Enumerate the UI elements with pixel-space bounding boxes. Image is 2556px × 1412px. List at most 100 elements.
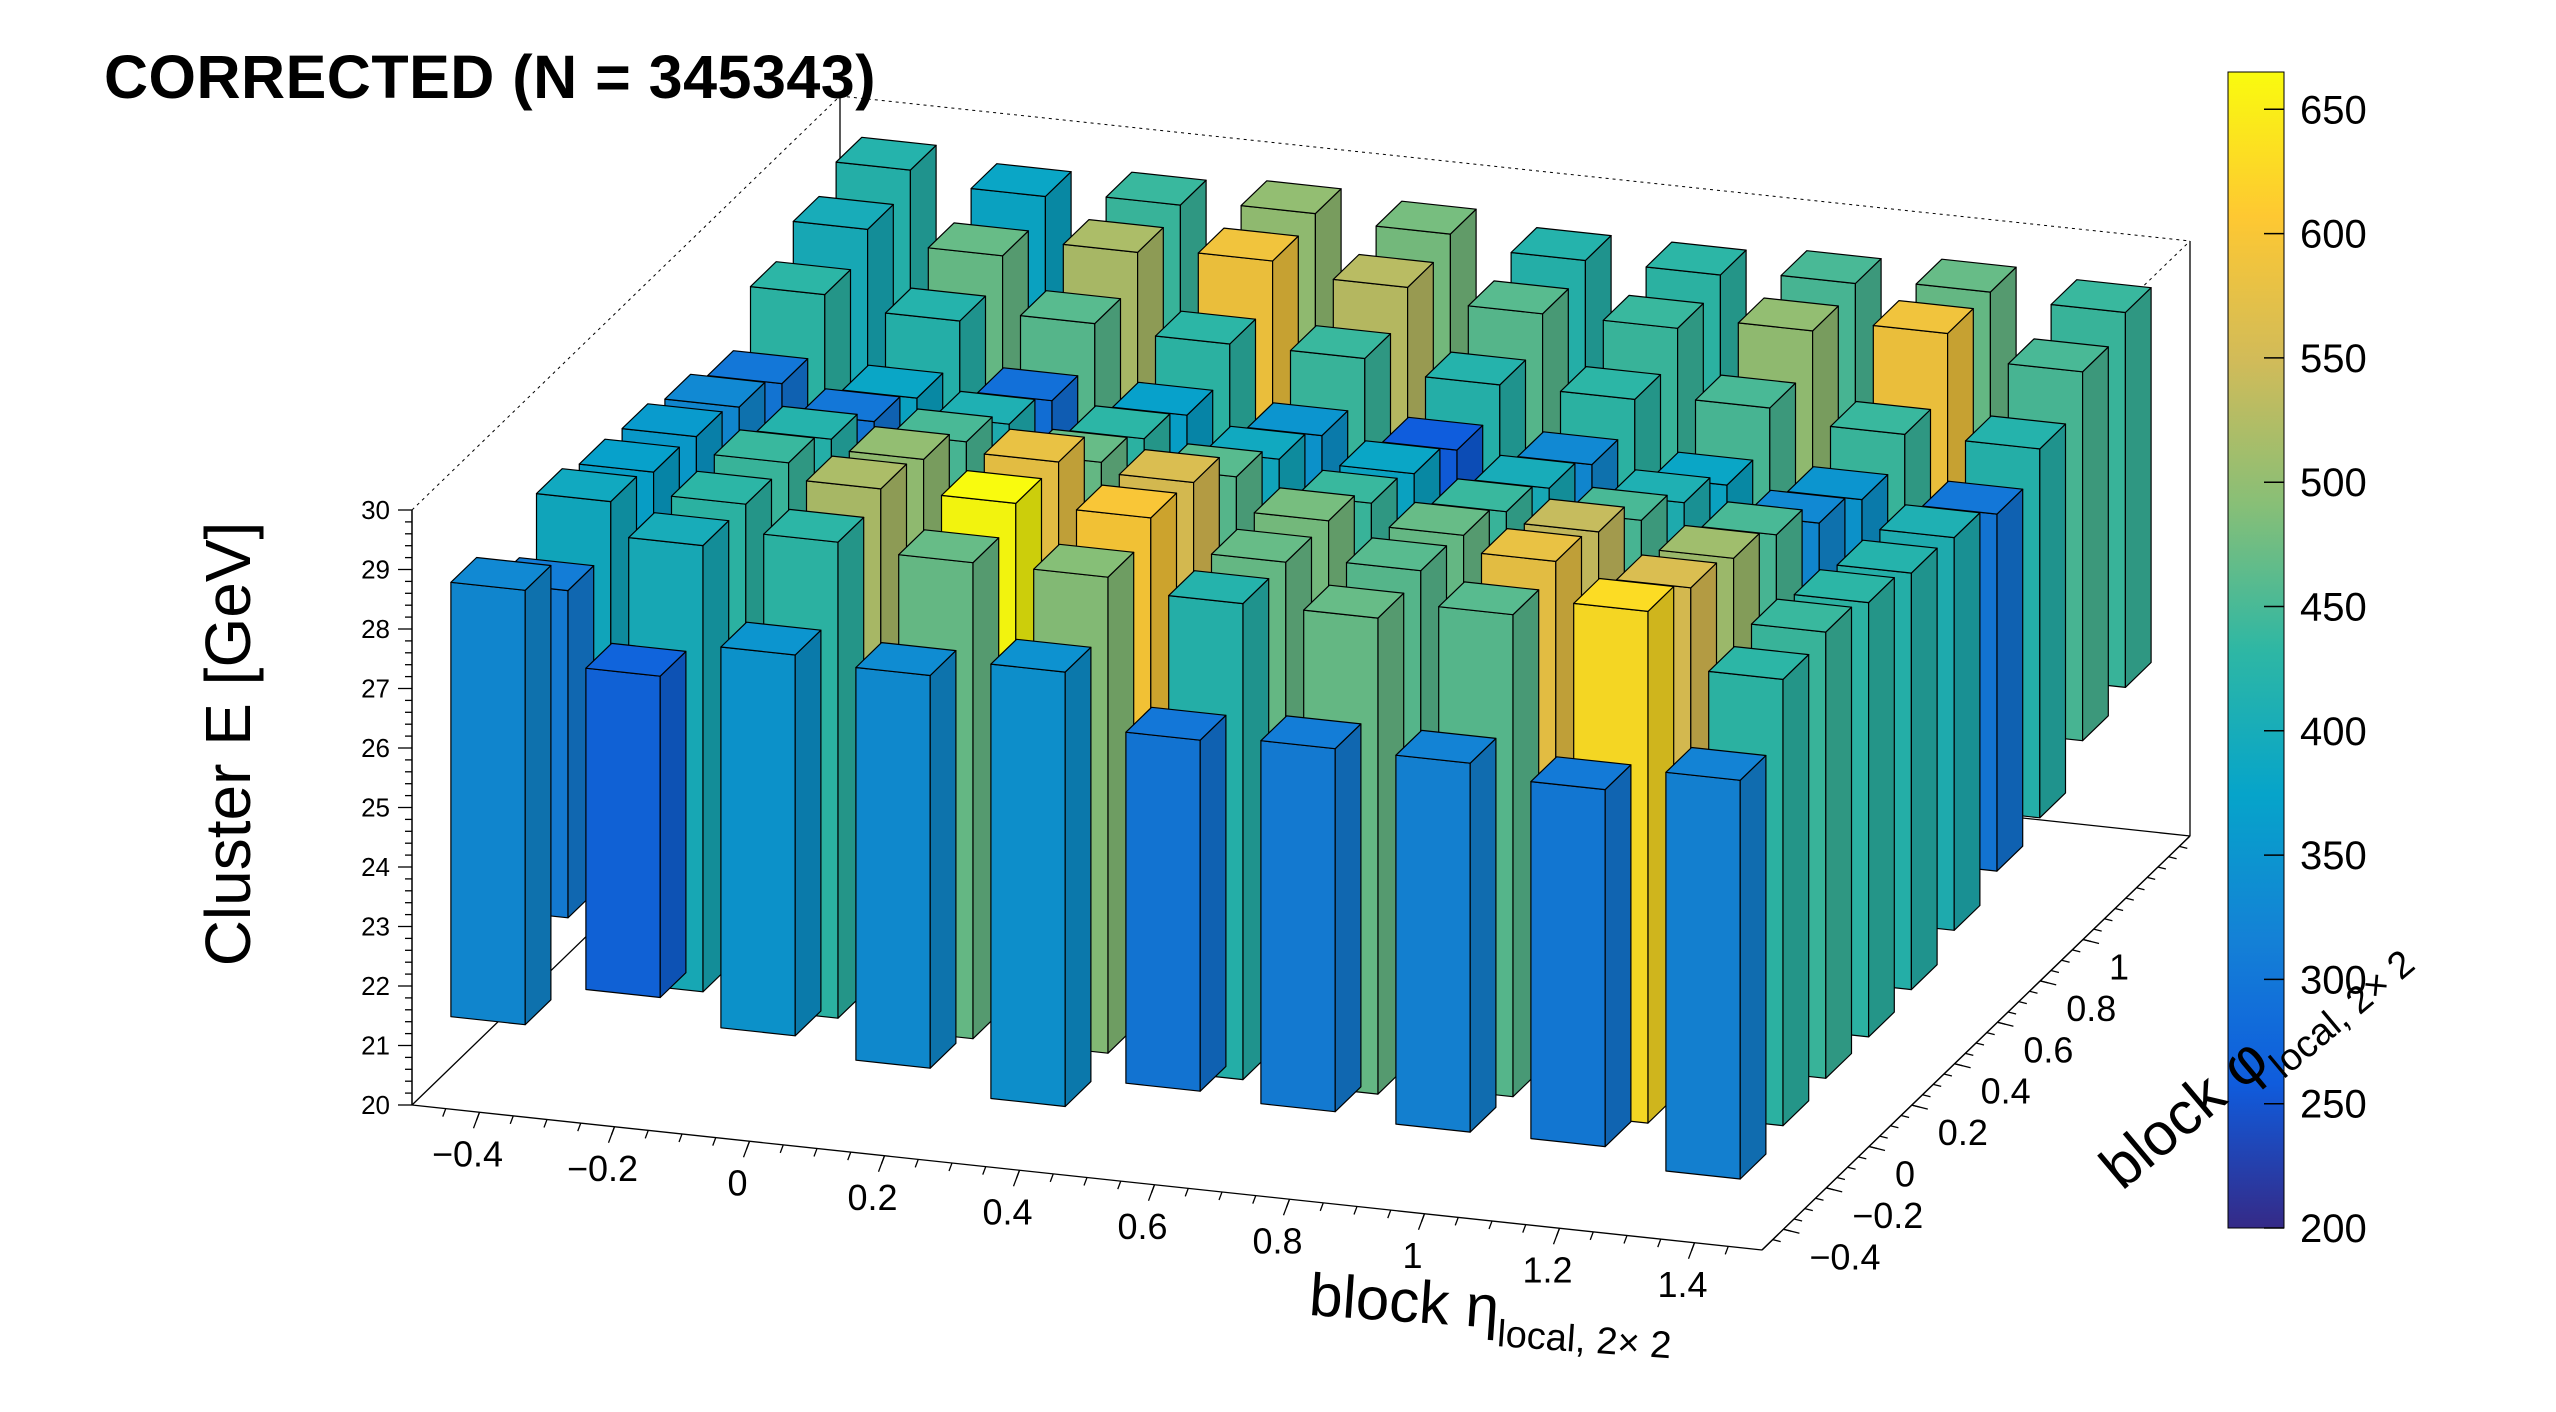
z-tick-label: 30 — [361, 495, 390, 525]
palette-tick-label: 500 — [2300, 461, 2367, 505]
x-tick-label: 0.2 — [847, 1177, 897, 1218]
bar-front-face — [585, 667, 661, 999]
x-tick-label: 1 — [1402, 1235, 1422, 1276]
bar — [585, 642, 687, 999]
bar-top-face — [1829, 400, 1932, 435]
y-minor-tick — [1943, 1073, 1953, 1077]
bar-front-face — [1665, 771, 1741, 1180]
y-minor-tick — [1879, 1135, 1888, 1139]
y-minor-tick — [1793, 1218, 1803, 1222]
x-minor-tick — [745, 1141, 751, 1150]
x-minor-tick — [1117, 1180, 1122, 1190]
x-minor-tick — [914, 1159, 919, 1168]
bar-top-face — [1019, 290, 1122, 325]
y-minor-tick — [2061, 959, 2070, 963]
y-minor-tick — [1933, 1083, 1942, 1088]
x-minor-tick — [1083, 1177, 1088, 1186]
bar-side-face — [1469, 737, 1497, 1133]
bar-top-face — [1964, 415, 2067, 450]
x-minor-tick — [1454, 1217, 1459, 1226]
bar-top-face — [1105, 171, 1207, 206]
bar-top-face — [1737, 297, 1839, 332]
palette-tick-label: 200 — [2300, 1207, 2367, 1251]
y-minor-tick — [1772, 1239, 1781, 1243]
x-tick-label: 1.4 — [1657, 1264, 1707, 1305]
x-tick-label: 0.8 — [1252, 1220, 1302, 1261]
y-tick-label: 0.8 — [2066, 988, 2116, 1029]
y-minor-tick — [1986, 1032, 1995, 1036]
x-minor-tick — [813, 1148, 818, 1157]
x-minor-tick — [779, 1144, 784, 1154]
bar-top-face — [1168, 570, 1270, 605]
x-minor-tick — [577, 1122, 582, 1132]
x-minor-tick — [847, 1151, 852, 1161]
x-minor-tick — [475, 1112, 481, 1121]
y-minor-tick — [2168, 856, 2177, 860]
bar-front-face — [1260, 740, 1336, 1113]
color-palette: 200 250 300 350 400 450 500 550 600 650 — [2227, 71, 2367, 1251]
bar-top-face — [1879, 504, 1981, 539]
frame-edge — [411, 95, 841, 511]
palette-tick-label: 550 — [2300, 337, 2367, 381]
y-minor-tick — [2147, 876, 2156, 881]
bar-top-face — [1388, 501, 1490, 536]
bar — [450, 556, 552, 1026]
bar-top-face — [940, 470, 1043, 504]
bar-top-face — [1467, 280, 1569, 315]
x-minor-tick — [1353, 1206, 1358, 1215]
x-tick-label: 1.2 — [1522, 1249, 1572, 1290]
bar — [1260, 715, 1362, 1113]
x-minor-tick — [1690, 1242, 1696, 1251]
z-axis-title: Cluster E [GeV] — [192, 521, 264, 967]
y-tick-label: 0.4 — [1981, 1071, 2031, 1112]
bar-side-face — [1334, 723, 1362, 1113]
bar-top-face — [670, 470, 773, 505]
bar — [1125, 706, 1227, 1092]
z-tick-label: 29 — [361, 555, 390, 585]
x-minor-tick — [1657, 1238, 1662, 1248]
x-minor-tick — [1522, 1224, 1527, 1233]
bar-top-face — [664, 373, 766, 408]
bar — [855, 641, 957, 1069]
palette-tick-label: 300 — [2300, 958, 2367, 1002]
y-tick-label: 0 — [1895, 1154, 1915, 1195]
z-tick-label: 25 — [361, 793, 390, 823]
bar-top-face — [1559, 366, 1662, 400]
bar-side-face — [1739, 754, 1767, 1180]
bar-top-face — [1694, 374, 1797, 409]
y-minor-tick — [1804, 1207, 1813, 1212]
bar-side-face — [1910, 547, 1938, 991]
x-minor-tick — [1488, 1220, 1493, 1230]
x-minor-tick — [1015, 1170, 1021, 1179]
x-minor-tick — [610, 1126, 616, 1135]
bar-side-face — [929, 649, 957, 1069]
x-tick-label: 0 — [727, 1162, 747, 1203]
bar-side-face — [2039, 423, 2067, 819]
x-minor-tick — [1285, 1199, 1291, 1208]
z-tick-label: 22 — [361, 971, 390, 1001]
palette-bar — [2227, 71, 2285, 1229]
y-minor-tick — [2114, 907, 2124, 912]
bar-side-face — [524, 564, 552, 1026]
bar — [1665, 746, 1767, 1180]
bar-top-face — [2050, 279, 2152, 314]
z-tick-label: 20 — [361, 1090, 390, 1120]
y-tick-label: 0.2 — [1938, 1112, 1988, 1153]
bar-top-face — [1253, 487, 1355, 522]
x-minor-tick — [1319, 1202, 1324, 1212]
y-minor-tick — [2040, 980, 2049, 984]
bar-front-face — [1395, 754, 1471, 1133]
x-minor-tick — [1724, 1246, 1729, 1255]
bar-top-face — [1395, 729, 1497, 764]
z-tick-label: 23 — [361, 912, 390, 942]
bar-top-face — [749, 261, 852, 296]
bar-top-face — [1062, 219, 1164, 253]
bar-top-face — [1645, 241, 1747, 276]
x-minor-tick — [948, 1162, 953, 1172]
y-minor-tick — [1783, 1228, 1792, 1232]
bar-top-face — [450, 556, 552, 591]
y-minor-tick — [2179, 845, 2188, 849]
y-tick-label: 0.6 — [2023, 1029, 2073, 1070]
x-minor-tick — [1049, 1173, 1054, 1183]
